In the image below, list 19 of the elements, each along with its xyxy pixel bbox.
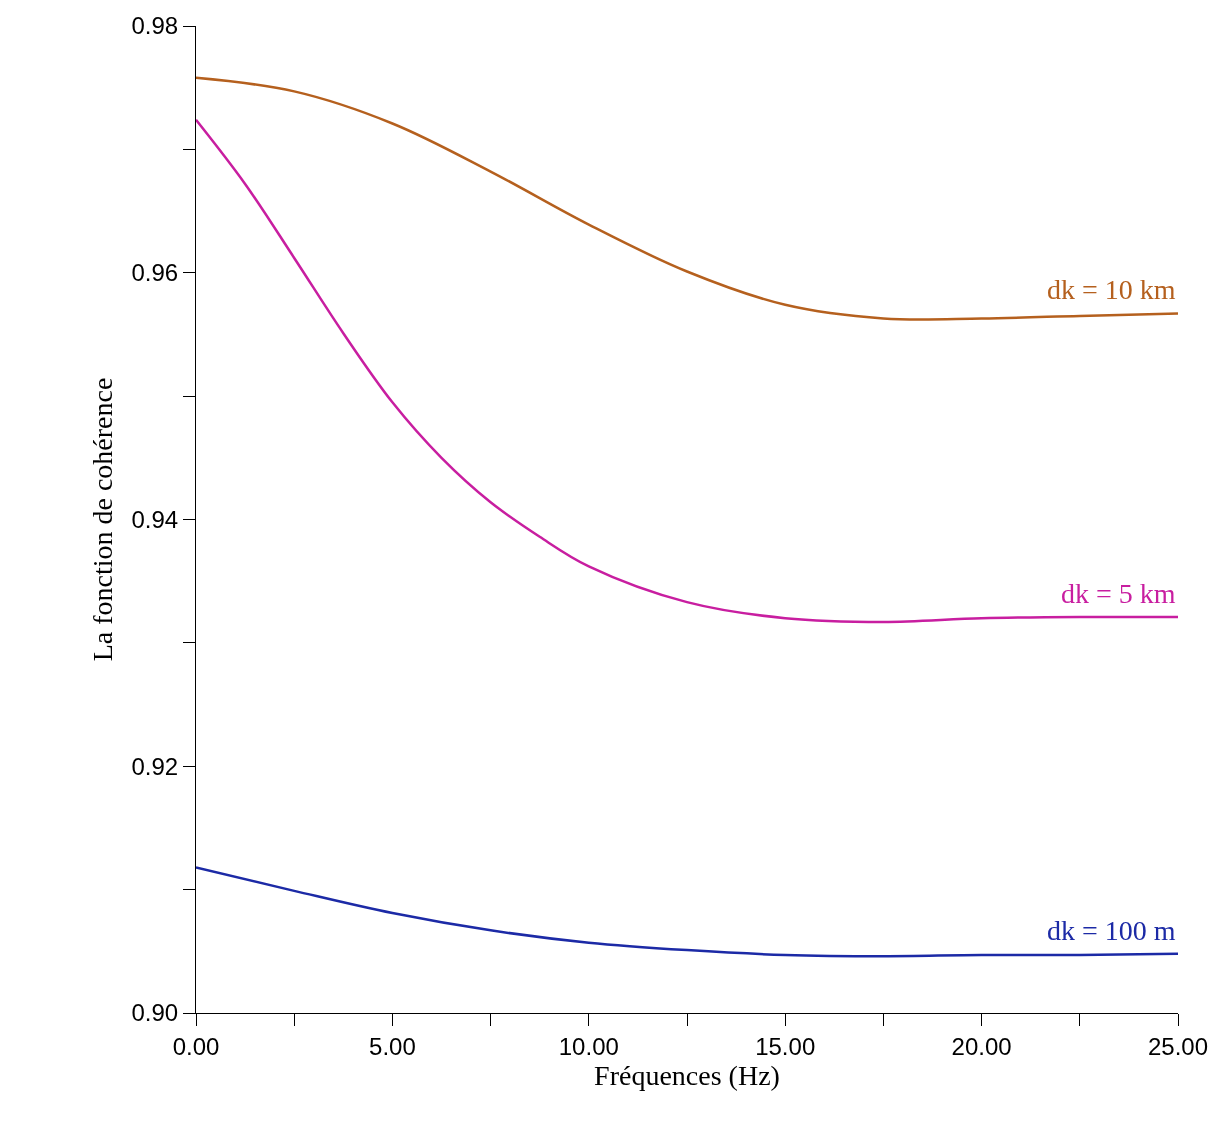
y-tick-label: 0.94 — [131, 505, 179, 533]
series-label: dk = 10 km — [1047, 274, 1176, 305]
y-tick-label: 0.96 — [131, 259, 179, 287]
y-tick-label: 0.92 — [131, 752, 179, 780]
x-axis-title: Fréquences (Hz) — [594, 1059, 780, 1091]
line-series — [196, 866, 1178, 958]
series-label: dk = 5 km — [1061, 578, 1176, 609]
y-tick-label: 0.90 — [131, 999, 179, 1027]
y-axis-title: La fonction de cohérence — [87, 377, 119, 662]
x-tick-label: 0.00 — [172, 1032, 220, 1060]
x-tick-label: 25.00 — [1147, 1032, 1209, 1060]
line-series — [196, 118, 1178, 624]
line-series — [196, 76, 1178, 321]
x-tick-label: 5.00 — [369, 1032, 416, 1060]
x-tick-label: 20.00 — [951, 1032, 1012, 1060]
x-tick-label: 15.00 — [755, 1032, 816, 1060]
y-tick-label: 0.98 — [131, 12, 179, 40]
x-tick-label: 10.00 — [558, 1032, 619, 1060]
series-label: dk = 100 m — [1047, 915, 1176, 946]
